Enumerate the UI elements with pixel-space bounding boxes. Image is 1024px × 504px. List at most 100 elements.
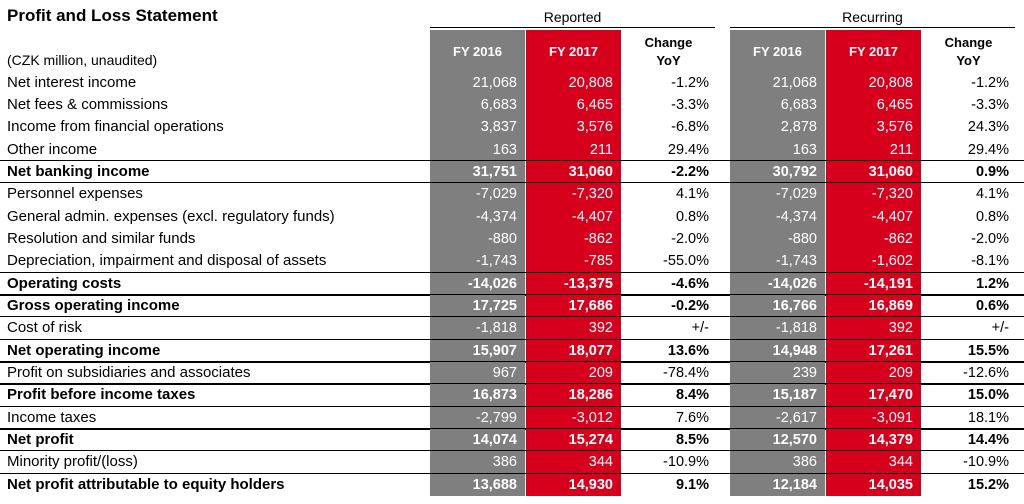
cell-reported-fy2017: 3,576 [526, 116, 621, 139]
cell-recurring-fy2017: -4,407 [826, 205, 921, 228]
cell-reported-change: -78.4% [663, 365, 709, 382]
row-label: Operating costs [7, 274, 122, 292]
cell-reported-fy2016: 3,837 [430, 116, 525, 139]
row-label: Income taxes [7, 408, 97, 426]
cell-reported-change: 29.4% [667, 141, 709, 158]
row-label: Profit before income taxes [7, 386, 196, 404]
table-row: Resolution and similar funds -880 -862 -2.0… [0, 227, 1024, 251]
change-label-line1: Change [644, 35, 693, 50]
change-label-line2: YoY [656, 53, 681, 68]
cell-recurring-fy2017: 14,035 [826, 473, 921, 497]
table-row: Net profit 14,074 15,274 8.5% 12,570 14,379 14… [0, 429, 1024, 452]
row-separator [0, 271, 1024, 273]
row-separator [0, 338, 1024, 340]
cell-recurring-change: 0.8% [975, 208, 1009, 225]
cell-recurring-fy2016: -14,026 [730, 272, 825, 295]
row-label: Net operating income [7, 341, 161, 359]
row-separator [0, 316, 1024, 318]
cell-reported-fy2017: -13,375 [526, 272, 621, 295]
cell-recurring-fy2017: 17,261 [826, 339, 921, 363]
row-label: Net profit [7, 431, 74, 449]
page-title: Profit and Loss Statement [7, 6, 218, 25]
row-label: General admin. expenses (excl. regulator… [7, 207, 335, 225]
row-label: Income from financial operations [7, 118, 224, 136]
cell-reported-change: 13.6% [667, 342, 709, 359]
col-header-reported-fy2017: FY 2017 [526, 30, 621, 74]
cell-reported-fy2017: 20,808 [526, 71, 621, 94]
cell-recurring-fy2016: 12,570 [730, 429, 825, 452]
cell-reported-fy2016: 16,873 [430, 384, 525, 407]
cell-reported-fy2017: 18,077 [526, 339, 621, 363]
cell-reported-change: +/- [691, 320, 709, 337]
cell-reported-fy2016: -1,743 [430, 250, 525, 273]
cell-reported-fy2017: 6,465 [526, 93, 621, 117]
cell-recurring-fy2017: 344 [826, 451, 921, 474]
cell-recurring-fy2016: 163 [730, 138, 825, 161]
table-row: Profit on subsidiaries and associates 967… [0, 362, 1024, 385]
cell-reported-fy2016: 17,725 [430, 295, 525, 318]
col-header-recurring-change: Change YoY [922, 30, 1015, 74]
cell-reported-fy2016: 6,683 [430, 93, 525, 117]
row-label: Personnel expenses [7, 185, 143, 203]
cell-reported-fy2017: 344 [526, 451, 621, 474]
cell-recurring-fy2016: -880 [730, 227, 825, 251]
cell-recurring-change: 14.4% [967, 432, 1009, 449]
cell-recurring-fy2016: 30,792 [730, 160, 825, 184]
cell-recurring-fy2016: -1,818 [730, 317, 825, 340]
cell-reported-fy2016: 967 [430, 362, 525, 385]
table-row: Net fees & commissions 6,683 6,465 -3.3% 6,6… [0, 93, 1024, 117]
cell-recurring-change: 24.3% [967, 119, 1009, 136]
table-row: General admin. expenses (excl. regulator… [0, 205, 1024, 228]
table-row: Gross operating income 17,725 17,686 -0.2% 1… [0, 295, 1024, 318]
cell-reported-fy2016: 13,688 [430, 473, 525, 497]
cell-recurring-fy2016: 6,683 [730, 93, 825, 117]
cell-recurring-fy2017: -7,320 [826, 183, 921, 206]
cell-reported-fy2016: -880 [430, 227, 525, 251]
cell-reported-fy2017: 211 [526, 138, 621, 161]
cell-recurring-change: 4.1% [975, 186, 1009, 203]
cell-reported-fy2017: 392 [526, 317, 621, 340]
row-separator [0, 472, 1024, 474]
cell-recurring-fy2017: 6,465 [826, 93, 921, 117]
cell-reported-change: 8.4% [675, 387, 709, 404]
cell-recurring-change: -10.9% [963, 454, 1009, 471]
cell-reported-fy2016: -1,818 [430, 317, 525, 340]
cell-recurring-fy2016: -2,617 [730, 406, 825, 430]
cell-recurring-fy2016: 2,878 [730, 116, 825, 139]
cell-reported-change: 0.8% [675, 208, 709, 225]
row-label: Net banking income [7, 162, 150, 180]
cell-recurring-change: +/- [991, 320, 1009, 337]
cell-reported-change: 8.5% [675, 432, 709, 449]
cell-recurring-change: -8.1% [971, 253, 1009, 270]
cell-reported-change: 4.1% [675, 186, 709, 203]
cell-reported-fy2016: 14,074 [430, 429, 525, 452]
cell-recurring-fy2016: 239 [730, 362, 825, 385]
cell-recurring-fy2017: -14,191 [826, 272, 921, 295]
col-header-reported-change: Change YoY [622, 30, 715, 74]
cell-reported-fy2016: 21,068 [430, 71, 525, 94]
cell-recurring-fy2017: 31,060 [826, 160, 921, 184]
cell-recurring-change: 0.9% [975, 163, 1009, 180]
cell-reported-change: -4.6% [671, 275, 709, 292]
cell-recurring-fy2016: -7,029 [730, 183, 825, 206]
cell-recurring-fy2016: 16,766 [730, 295, 825, 318]
table-row: Profit before income taxes 16,873 18,286 8.… [0, 384, 1024, 407]
cell-recurring-fy2017: 17,470 [826, 384, 921, 407]
cell-recurring-change: 1.2% [975, 275, 1009, 292]
cell-reported-fy2017: 17,686 [526, 295, 621, 318]
cell-reported-change: 7.6% [675, 409, 709, 426]
cell-recurring-fy2016: 15,187 [730, 384, 825, 407]
cell-recurring-fy2017: -1,602 [826, 250, 921, 273]
table-row: Net operating income 15,907 18,077 13.6% 14,… [0, 339, 1024, 363]
table-row: Operating costs -14,026 -13,375 -4.6% -14,02… [0, 272, 1024, 295]
table-row: Minority profit/(loss) 386 344 -10.9% 386 344… [0, 451, 1024, 474]
cell-reported-fy2017: -862 [526, 227, 621, 251]
cell-recurring-change: 15.0% [967, 387, 1009, 404]
row-separator [0, 450, 1024, 452]
cell-reported-fy2017: 209 [526, 362, 621, 385]
table-row: Net banking income 31,751 31,060 -2.2% 30,79… [0, 160, 1024, 184]
row-label: Profit on subsidiaries and associates [7, 364, 251, 382]
row-label: Net fees & commissions [7, 95, 168, 113]
cell-recurring-fy2017: -862 [826, 227, 921, 251]
cell-reported-fy2016: -14,026 [430, 272, 525, 295]
